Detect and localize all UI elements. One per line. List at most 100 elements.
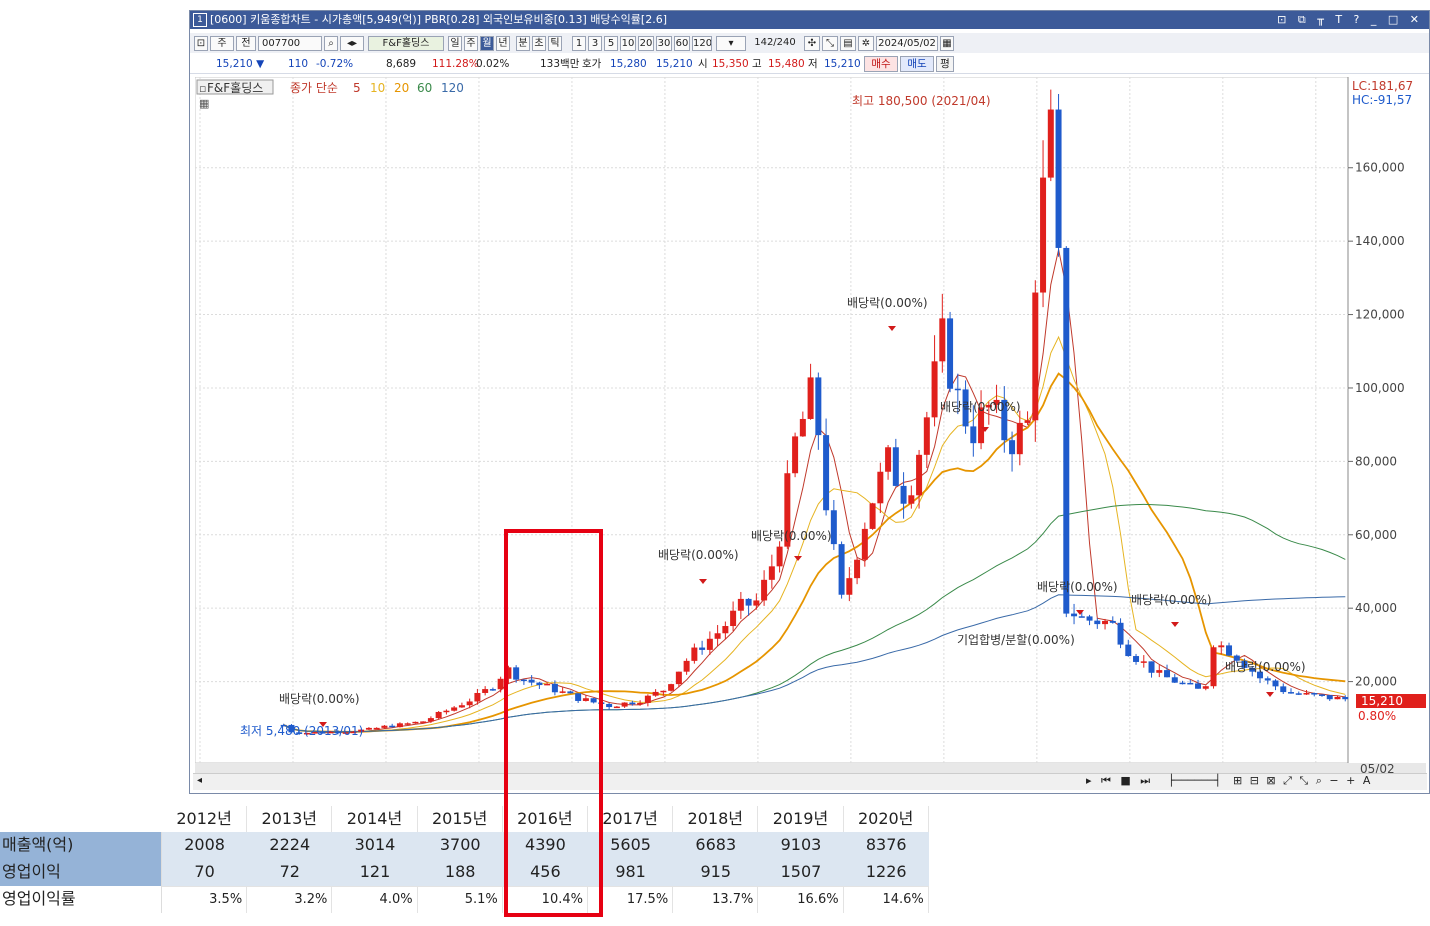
candle-body: [466, 701, 473, 706]
dividend-arrow: [1076, 610, 1084, 615]
date-input[interactable]: 2024/05/02: [876, 36, 938, 51]
save-icon[interactable]: ▤: [840, 36, 856, 51]
table-cell: 17.5%: [588, 886, 674, 913]
table-cell: 5.1%: [417, 886, 503, 913]
candle-body: [1156, 670, 1163, 673]
interval-120[interactable]: 120: [692, 36, 712, 51]
all-select[interactable]: 전: [236, 36, 256, 51]
playback-controls[interactable]: ▸ ⏮ ■ ⏭: [1086, 774, 1154, 787]
scroll-left-icon[interactable]: ◂: [197, 775, 203, 786]
tab-period-month[interactable]: 월: [480, 36, 494, 51]
candle-body: [815, 377, 822, 436]
table-cell: 14.6%: [843, 886, 929, 913]
legend-name-box: [196, 79, 274, 95]
interval-1[interactable]: 1: [572, 36, 586, 51]
tab-period-second[interactable]: 초: [532, 36, 546, 51]
interval-10[interactable]: 10: [620, 36, 636, 51]
price-chart[interactable]: 160,000 140,000 120,000 100,000 80,000 60,000…: [194, 76, 1428, 777]
candle-body: [939, 318, 946, 362]
candle-body: [776, 546, 783, 567]
y-tick-label: 140,000: [1355, 234, 1405, 248]
crosshair-icon[interactable]: ✣: [804, 36, 820, 51]
chart-scrollbar[interactable]: ◂ ▸ ⏮ ■ ⏭ ├──────┤ ⊞ ⊟ ⊠ ⤢ ⤡ ⌕ − + A: [193, 773, 1427, 790]
candle-body: [1055, 109, 1062, 248]
candle-body: [1326, 695, 1333, 700]
candle-body: [288, 724, 295, 733]
legend-stock-name: F&F홀딩스: [207, 81, 263, 95]
dividend-arrow: [981, 427, 989, 432]
candle-body: [412, 721, 419, 724]
candle-body: [768, 566, 775, 580]
interval-30[interactable]: 30: [656, 36, 672, 51]
candle-body: [830, 510, 837, 545]
candle-body: [846, 578, 853, 595]
tab-period-week[interactable]: 주: [464, 36, 478, 51]
candle-body: [838, 544, 845, 595]
table-cell: 2008: [162, 832, 248, 859]
zoom-tools[interactable]: ⊞ ⊟ ⊠ ⤢ ⤡ ⌕ − + A: [1233, 774, 1373, 787]
tab-period-year[interactable]: 년: [496, 36, 510, 51]
open-price: 15,350: [712, 58, 749, 70]
interval-3[interactable]: 3: [588, 36, 602, 51]
y-tick-label: 160,000: [1355, 161, 1405, 175]
hc-label: HC:-91,57: [1352, 93, 1412, 107]
code-input[interactable]: 007700: [258, 36, 322, 51]
candle-body: [520, 679, 527, 682]
candle-body: [373, 727, 380, 730]
candle-body: [296, 732, 303, 734]
candle-body: [1249, 667, 1256, 672]
gear-icon[interactable]: ✲: [858, 36, 874, 51]
search-icon[interactable]: ⌕: [324, 36, 338, 51]
legend-ma-label: 종가 단순: [290, 81, 338, 95]
chart-area[interactable]: 160,000 140,000 120,000 100,000 80,000 60,000…: [194, 76, 1428, 787]
candle-body: [637, 702, 644, 705]
buy-button[interactable]: 매수: [864, 56, 898, 72]
tab-period-day[interactable]: 일: [448, 36, 462, 51]
table-year-header: 2013년: [247, 806, 333, 832]
lc-label: LC:181,67: [1352, 79, 1413, 93]
legend-toggle-icon[interactable]: ▫: [199, 82, 206, 95]
grid-icon[interactable]: ▦: [199, 97, 209, 110]
interval-5[interactable]: 5: [604, 36, 618, 51]
bid-price: 15,280: [610, 58, 647, 70]
turnover: 0.02%: [476, 58, 510, 70]
speaker-icon[interactable]: ◂▸: [340, 36, 364, 51]
stock-name[interactable]: F&F홀딩스: [368, 36, 444, 51]
table-cell: 456: [502, 859, 588, 886]
market-select[interactable]: 주: [210, 36, 234, 51]
window-controls[interactable]: ⊡ ⧉ ╥ T ? _ □ ✕: [1277, 13, 1423, 26]
dividend-arrow: [888, 326, 896, 331]
calendar-icon[interactable]: ▦: [940, 36, 954, 51]
candle-body: [1086, 616, 1093, 621]
interval-60[interactable]: 60: [674, 36, 690, 51]
low-annotation: 최저 5,480 (2013/01): [240, 724, 363, 738]
trend-icon[interactable]: ⤡: [822, 36, 838, 51]
candle-body: [1133, 656, 1140, 662]
dividend-arrow: [699, 579, 707, 584]
candle-body: [823, 435, 830, 511]
candle-body: [1179, 682, 1186, 685]
eval-button[interactable]: 평: [936, 56, 954, 72]
candle-body: [1032, 292, 1039, 421]
chart-window: 1 [0600] 키움종합차트 - 시가총액[5,949(억)] PBR[0.2…: [189, 10, 1430, 794]
candle-body: [613, 706, 620, 709]
candle-body: [737, 598, 744, 611]
candle-body: [1218, 645, 1225, 648]
candle-body: [1342, 697, 1349, 700]
candle-body: [1109, 620, 1116, 623]
candle-body: [1102, 620, 1109, 625]
interval-input[interactable]: ▾: [716, 36, 746, 51]
zoom-slider[interactable]: ├──────┤: [1168, 774, 1221, 787]
sell-button[interactable]: 매도: [900, 56, 934, 72]
candle-body: [745, 598, 752, 606]
candle-body: [606, 703, 613, 708]
table-corner: [0, 806, 162, 832]
candle-body: [699, 647, 706, 650]
candle-body: [1226, 645, 1233, 656]
tab-period-minute[interactable]: 분: [516, 36, 530, 51]
interval-20[interactable]: 20: [638, 36, 654, 51]
candle-body: [334, 731, 341, 734]
chart-menu-icon[interactable]: ⊡: [194, 36, 208, 51]
tab-period-tick[interactable]: 틱: [548, 36, 562, 51]
y-tick-label: 100,000: [1355, 381, 1405, 395]
